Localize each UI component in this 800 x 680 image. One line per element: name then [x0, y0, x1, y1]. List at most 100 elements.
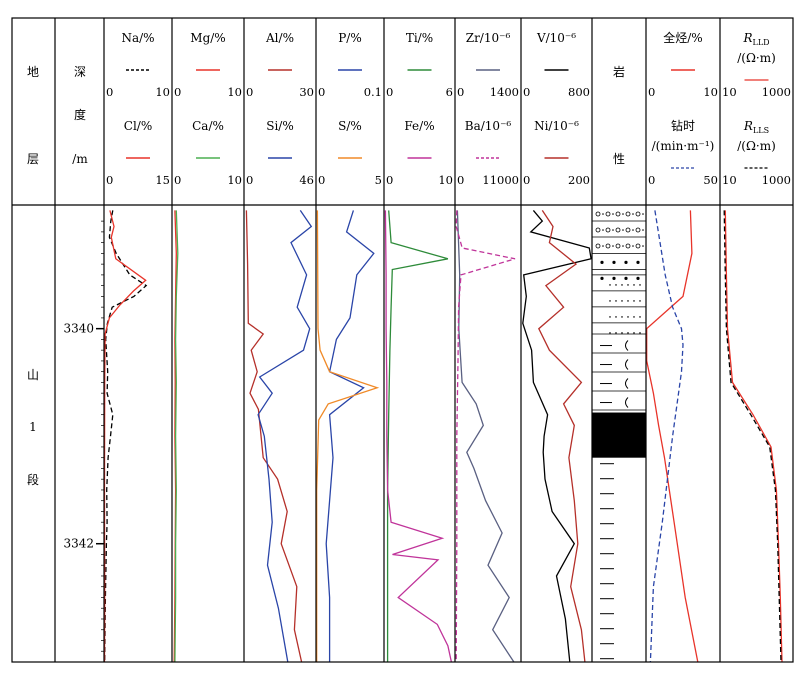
- scale-max-gas_time-1: 50: [703, 173, 718, 187]
- series-name-ti_fe-1: Fe/%: [404, 119, 434, 133]
- series-name-p_s-0: P/%: [338, 31, 362, 45]
- lith-pebble: [625, 243, 631, 249]
- lith-carbon-mark: [625, 359, 629, 370]
- scale-min-p_s-1: 0: [318, 173, 325, 187]
- lith-dot: [609, 332, 611, 334]
- lith-dot: [632, 229, 634, 231]
- scale-max-v_ni-0: 800: [568, 85, 590, 99]
- series-name-na_cl-0: Na/%: [121, 31, 154, 45]
- lith-pebble: [635, 211, 641, 217]
- lith-dot: [627, 284, 629, 286]
- curve-p_s-0: [325, 210, 375, 662]
- lith-pebble: [595, 243, 601, 249]
- lith-pebble: [625, 211, 631, 217]
- scale-max-resistivity-1: 1000: [762, 173, 791, 187]
- lith-dot: [642, 245, 644, 247]
- curve-al_si-1: [257, 210, 313, 662]
- lith-dot: [622, 229, 624, 231]
- table-grid: 3340 3342: [11, 17, 794, 663]
- lith-dot: [642, 229, 644, 231]
- lith-dot: [612, 245, 614, 247]
- series-name-al_si-1: Si/%: [266, 119, 294, 133]
- curve-zr_ba-1: [455, 210, 516, 662]
- lithology-header-top: 岩: [613, 64, 625, 79]
- scale-max-zr_ba-1: 11000: [482, 173, 519, 187]
- scale-max-al_si-1: 46: [299, 173, 314, 187]
- lith-dot: [621, 300, 623, 302]
- lith-dot: [633, 316, 635, 318]
- lith-carbon-mark: [625, 378, 629, 389]
- lith-dot: [627, 316, 629, 318]
- scale-max-mg_ca-1: 10: [227, 173, 242, 187]
- lith-pebble: [615, 211, 621, 217]
- lith-dot: [642, 213, 644, 215]
- lith-pebble: [605, 227, 611, 233]
- scale-max-ti_fe-0: 6: [446, 85, 453, 99]
- lith-pebble: [595, 211, 601, 217]
- series-name-zr_ba-1: Ba/10⁻⁶: [465, 119, 512, 133]
- curve-ti_fe-0: [386, 210, 449, 662]
- scale-min-zr_ba-0: 0: [457, 85, 464, 99]
- lith-dot: [600, 276, 604, 280]
- scale-min-al_si-1: 0: [246, 173, 253, 187]
- scale-max-p_s-0: 0.1: [364, 85, 382, 99]
- lith-dot: [612, 276, 616, 280]
- lith-dot: [602, 229, 604, 231]
- lith-dot: [612, 229, 614, 231]
- lith-dot: [602, 245, 604, 247]
- curve-ti_fe-1: [384, 210, 453, 662]
- lith-dot: [632, 245, 634, 247]
- lith-pebble: [605, 211, 611, 217]
- lith-dot: [633, 284, 635, 286]
- curve-zr_ba-0: [456, 210, 515, 662]
- formation-header-top: 地: [27, 65, 39, 79]
- lith-pebble: [595, 227, 601, 233]
- scale-max-mg_ca-0: 10: [227, 85, 242, 99]
- curve-gas_time-0: [646, 210, 699, 662]
- lith-dot: [600, 260, 604, 264]
- series-unit-gas_time-1: /(min·m⁻¹): [652, 139, 715, 153]
- scale-min-v_ni-1: 0: [523, 173, 530, 187]
- lith-carbon-mark: [625, 397, 629, 408]
- lith-dot: [633, 332, 635, 334]
- lith-pebble: [635, 227, 641, 233]
- curve-resistivity-1: [723, 210, 782, 662]
- formation-name-2: 1: [29, 420, 37, 434]
- formation-header-bottom: 层: [27, 152, 39, 166]
- lith-dot: [609, 300, 611, 302]
- formation-name-3: 段: [27, 472, 39, 487]
- scale-min-v_ni-0: 0: [523, 85, 530, 99]
- lith-dot: [609, 284, 611, 286]
- series-name-mg_ca-1: Ca/%: [192, 119, 224, 133]
- scale-min-mg_ca-0: 0: [174, 85, 181, 99]
- scale-max-zr_ba-0: 1400: [490, 85, 519, 99]
- scale-min-zr_ba-1: 0: [457, 173, 464, 187]
- lith-pebble: [615, 227, 621, 233]
- scale-max-gas_time-0: 10: [703, 85, 718, 99]
- track-headers: Na/% 0 10 Cl/% 0 15 Mg/% 0 10 Ca/% 0 10 Al/% 0 30 Si/% 0…: [106, 30, 791, 187]
- lith-dot: [624, 260, 628, 264]
- series-name-resistivity-0: RLLD: [742, 31, 769, 47]
- scale-max-al_si-0: 30: [299, 85, 314, 99]
- series-name-al_si-0: Al/%: [265, 31, 294, 45]
- curve-resistivity-0: [724, 210, 783, 662]
- lith-dot: [622, 245, 624, 247]
- series-name-na_cl-1: Cl/%: [124, 119, 152, 133]
- lith-dot: [639, 284, 641, 286]
- lith-pebble: [615, 243, 621, 249]
- scale-max-na_cl-1: 15: [155, 173, 170, 187]
- curve-v_ni-1: [537, 210, 586, 662]
- lith-carbon-mark: [625, 340, 629, 351]
- lith-pebble: [635, 243, 641, 249]
- lith-dot: [627, 300, 629, 302]
- lith-dot: [639, 316, 641, 318]
- depth-label: 3340: [63, 322, 94, 336]
- lith-dot: [612, 260, 616, 264]
- lithology-column: [592, 204, 646, 660]
- curve-v_ni-0: [522, 209, 592, 662]
- scale-min-mg_ca-1: 0: [174, 173, 181, 187]
- depth-header-2: 度: [74, 107, 86, 122]
- lith-coal: [592, 412, 646, 458]
- lith-dot: [632, 213, 634, 215]
- depth-header-1: 深: [74, 65, 86, 79]
